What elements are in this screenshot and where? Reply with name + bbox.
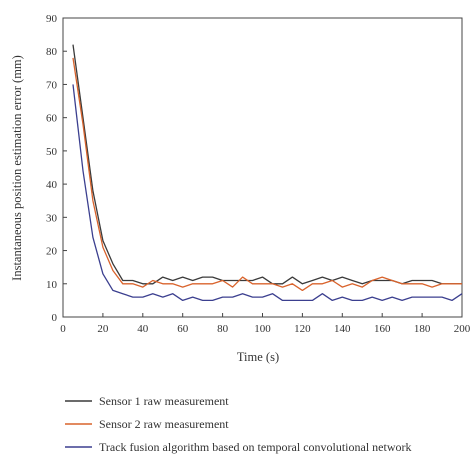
x-tick-label: 20 [97,323,109,335]
x-tick-label: 140 [334,323,351,335]
y-tick-label: 90 [46,13,58,25]
x-tick-label: 180 [414,323,431,335]
legend: Sensor 1 raw measurement Sensor 2 raw mea… [65,394,412,454]
y-tick-label: 80 [46,46,58,58]
x-tick-label: 0 [60,323,66,335]
y-tick-label: 70 [46,79,58,91]
y-tick-label: 20 [46,246,58,258]
plot-frame [62,17,463,318]
y-tick-label: 0 [52,312,58,324]
x-axis-title: Time (s) [237,350,279,364]
x-tick-label: 160 [374,323,391,335]
series-line-1 [72,44,462,285]
y-tick-label: 30 [46,212,58,224]
series-line-2 [72,57,462,292]
legend-label-1: Sensor 1 raw measurement [99,394,229,408]
x-tick-label: 80 [217,323,229,335]
plot-area [62,17,463,318]
x-tick-label: 120 [294,323,311,335]
y-tick-label: 40 [46,179,58,191]
x-tick-label: 40 [137,323,149,335]
y-axis-title: Instantaneous position estimation error … [10,55,24,281]
y-tick-label: 50 [46,146,58,158]
y-tick-label: 10 [46,279,58,291]
x-tick-label: 100 [254,323,271,335]
series-line-3 [72,84,463,302]
axes-layer: 0 20 40 60 80 100 120 140 160 180 200 0 10 20 30 40 50 60… [46,13,471,335]
y-tick-label: 60 [46,113,58,125]
legend-label-2: Sensor 2 raw measurement [99,417,229,431]
x-tick-label: 200 [454,323,471,335]
legend-label-3: Track fusion algorithm based on temporal… [99,440,412,454]
x-tick-label: 60 [177,323,189,335]
series-layer [72,44,463,302]
